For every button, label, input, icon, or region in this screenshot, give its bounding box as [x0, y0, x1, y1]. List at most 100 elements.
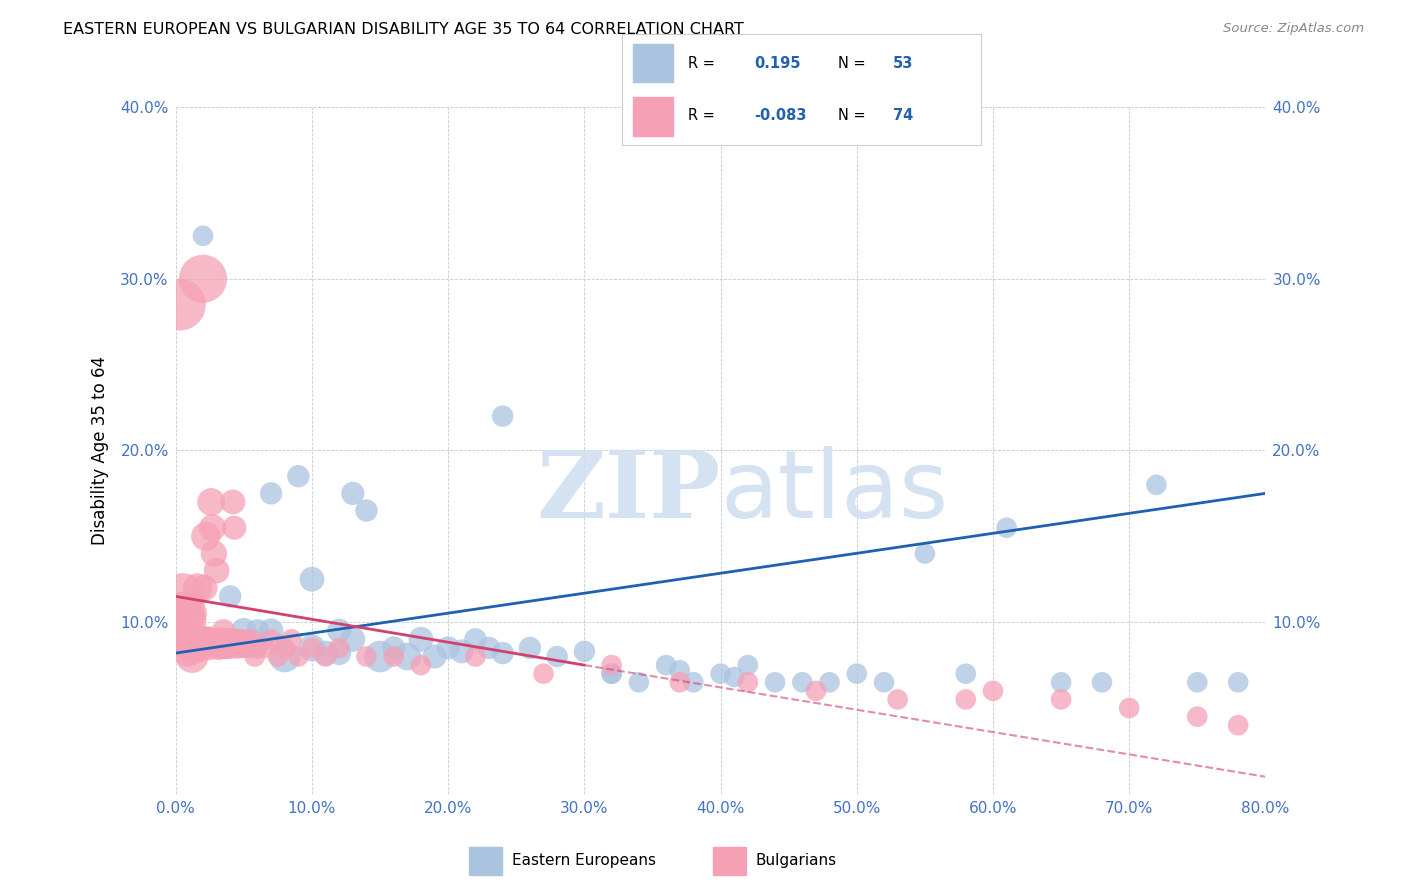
- Point: [201, 521, 224, 535]
- Point: [194, 529, 217, 543]
- Point: [600, 658, 623, 673]
- Point: [215, 632, 238, 647]
- Point: [546, 649, 568, 664]
- Point: [193, 581, 215, 595]
- Point: [195, 632, 218, 647]
- Point: [235, 632, 257, 647]
- Point: [231, 632, 253, 647]
- Point: [200, 495, 222, 509]
- Point: [243, 649, 266, 664]
- Point: [873, 675, 896, 690]
- Point: [763, 675, 786, 690]
- Point: [464, 649, 486, 664]
- Point: [208, 632, 231, 647]
- Point: [232, 624, 254, 638]
- Point: [655, 658, 678, 673]
- Point: [995, 521, 1018, 535]
- Point: [226, 632, 249, 647]
- Text: Bulgarians: Bulgarians: [755, 854, 837, 868]
- Point: [287, 649, 309, 664]
- Point: [437, 640, 460, 655]
- Point: [342, 632, 364, 647]
- Point: [1144, 478, 1167, 492]
- Point: [219, 590, 242, 604]
- Point: [217, 640, 239, 655]
- Point: [214, 640, 236, 655]
- Text: -0.083: -0.083: [754, 108, 807, 123]
- Point: [280, 632, 302, 647]
- Point: [184, 632, 207, 647]
- Text: Eastern Europeans: Eastern Europeans: [512, 854, 655, 868]
- Point: [228, 640, 250, 655]
- Point: [209, 640, 232, 655]
- Point: [301, 640, 323, 655]
- Text: R =: R =: [688, 108, 720, 123]
- Point: [301, 640, 323, 655]
- Point: [1227, 718, 1250, 732]
- Point: [287, 469, 309, 483]
- Point: [627, 675, 650, 690]
- Point: [710, 666, 733, 681]
- Point: [600, 666, 623, 681]
- Point: [818, 675, 841, 690]
- Point: [600, 666, 623, 681]
- Point: [315, 646, 337, 660]
- Point: [174, 615, 197, 630]
- Point: [492, 409, 515, 423]
- Point: [172, 607, 194, 621]
- Point: [181, 649, 204, 664]
- FancyBboxPatch shape: [713, 847, 747, 875]
- Point: [267, 649, 290, 664]
- Text: N =: N =: [838, 108, 870, 123]
- Point: [356, 649, 378, 664]
- Point: [260, 486, 283, 500]
- Point: [274, 640, 297, 655]
- FancyBboxPatch shape: [623, 34, 980, 145]
- Point: [737, 658, 759, 673]
- Point: [205, 564, 228, 578]
- Point: [177, 640, 200, 655]
- Point: [260, 624, 283, 638]
- Point: [260, 632, 283, 647]
- Point: [382, 640, 405, 655]
- Point: [396, 649, 419, 664]
- Point: [981, 683, 1004, 698]
- Point: [186, 640, 208, 655]
- Point: [1227, 675, 1250, 690]
- Point: [955, 666, 977, 681]
- Point: [172, 590, 194, 604]
- Point: [723, 670, 745, 684]
- Point: [191, 228, 214, 243]
- Point: [1050, 675, 1073, 690]
- Point: [180, 632, 202, 647]
- Point: [198, 632, 221, 647]
- Point: [1187, 675, 1209, 690]
- Point: [955, 692, 977, 706]
- Point: [328, 640, 350, 655]
- Point: [492, 646, 515, 660]
- Point: [464, 632, 486, 647]
- Point: [187, 632, 209, 647]
- Point: [804, 683, 827, 698]
- Text: 53: 53: [893, 55, 912, 70]
- Point: [845, 666, 868, 681]
- Point: [212, 624, 235, 638]
- Point: [368, 649, 391, 664]
- Point: [1118, 701, 1140, 715]
- Point: [225, 640, 247, 655]
- Point: [197, 640, 219, 655]
- Point: [886, 692, 908, 706]
- Text: Source: ZipAtlas.com: Source: ZipAtlas.com: [1223, 22, 1364, 36]
- Point: [668, 663, 690, 677]
- Point: [176, 632, 198, 647]
- Point: [188, 640, 211, 655]
- Point: [274, 649, 297, 664]
- Point: [409, 658, 432, 673]
- Point: [246, 640, 269, 655]
- Y-axis label: Disability Age 35 to 64: Disability Age 35 to 64: [91, 356, 110, 545]
- Point: [342, 486, 364, 500]
- Point: [792, 675, 814, 690]
- Point: [737, 675, 759, 690]
- Point: [246, 624, 269, 638]
- Point: [423, 649, 446, 664]
